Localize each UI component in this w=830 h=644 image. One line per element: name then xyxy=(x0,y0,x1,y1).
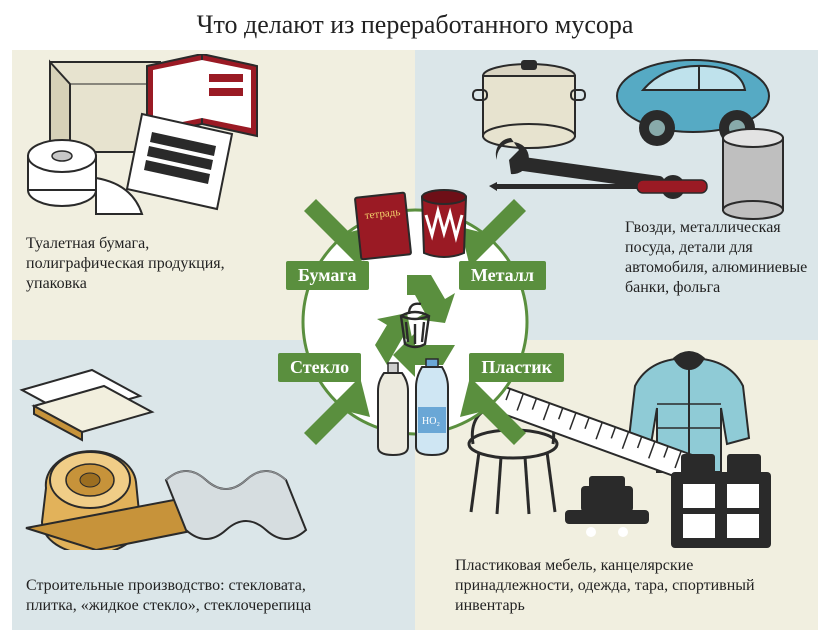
page-title: Что делают из переработанного мусора xyxy=(0,10,830,40)
recycling-hub-svg: тетрадь HO₂ xyxy=(260,167,570,477)
paper-products-illustration xyxy=(22,54,282,224)
category-paper: Бумага xyxy=(286,261,369,290)
plastic-description: Пластиковая мебель, канцелярские принадл… xyxy=(455,556,785,616)
bottle-label: HO₂ xyxy=(422,416,440,427)
category-glass: Стекло xyxy=(278,353,361,382)
center-recycling-hub: тетрадь HO₂ Бумага Металл Стекло Пластик xyxy=(260,167,570,477)
glass-description: Строительные производство: стекловата, п… xyxy=(26,576,336,616)
category-metal: Металл xyxy=(459,261,546,290)
category-plastic: Пластик xyxy=(469,353,564,382)
infographic-canvas: Что делают из переработанного мусора xyxy=(0,0,830,644)
paper-description: Туалетная бумага, полиграфическая продук… xyxy=(26,234,226,294)
metal-description: Гвозди, металлическая посуда, детали для… xyxy=(625,218,825,298)
